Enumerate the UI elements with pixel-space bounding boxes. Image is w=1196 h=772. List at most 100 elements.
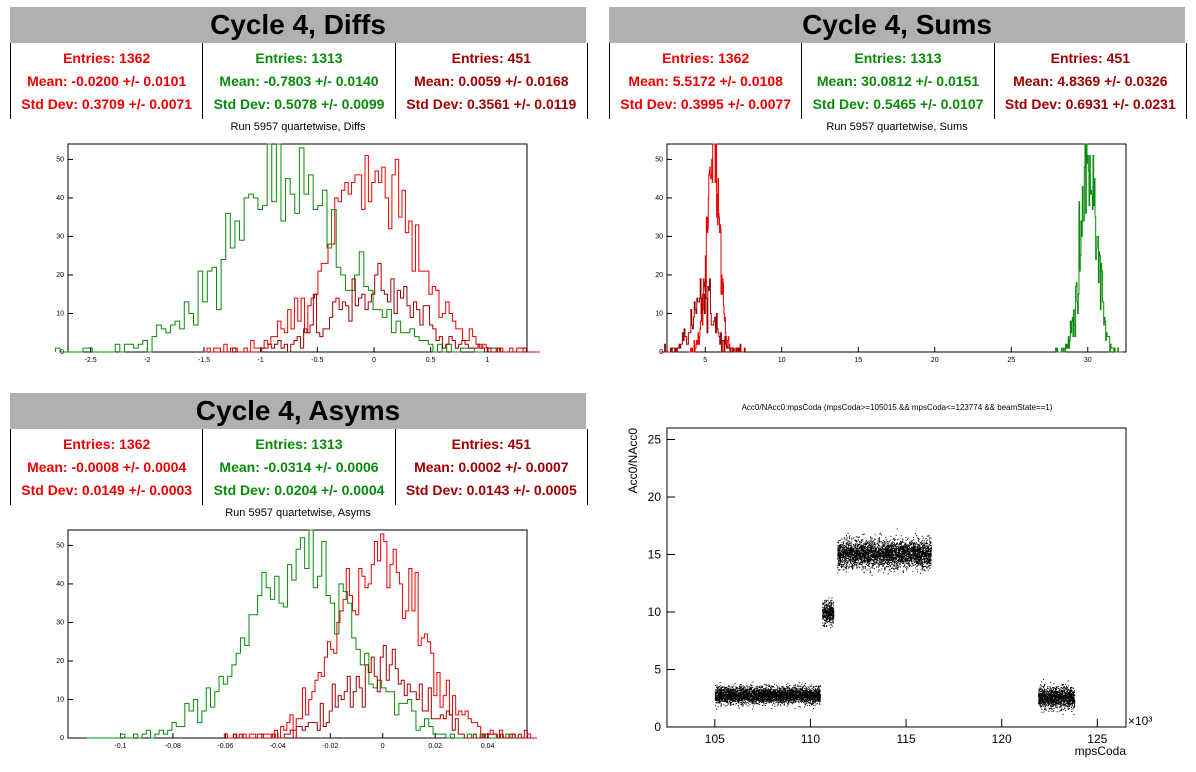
diffs-series-1 [54,143,516,353]
asyms-title: Cycle 4, Asyms [10,393,586,429]
y-tick-label: 30 [56,619,64,626]
sums-stats-red: Entries: 1362 Mean: 5.5172 +/- 0.0108 St… [610,43,801,119]
asyms-stats-dark: Entries: 451 Mean: 0.0002 +/- 0.0007 Std… [394,429,587,505]
diffs-series-2 [213,262,537,353]
sums-frame [666,143,1127,353]
y-tick-label: 50 [56,542,64,549]
sums-series-2 [660,278,746,353]
x-tick-label: -0.5 [311,357,323,364]
stddev-label: Std Dev: 0.3709 +/- 0.0071 [21,95,193,112]
entries-label: Entries: 451 [1050,50,1130,67]
entries-label: Entries: 451 [451,50,531,67]
x-tick-label: -2 [144,357,150,364]
stddev-label: Std Dev: 0.5078 +/- 0.0099 [213,95,385,112]
mean-label: Mean: 4.8369 +/- 0.0326 [1013,72,1168,89]
diffs-series-0 [203,155,540,353]
x-tick-label: -0.06 [217,743,233,750]
x-tick-label: -0.1 [114,743,126,750]
diffs-stats-box: Entries: 1362 Mean: -0.0200 +/- 0.0101 S… [10,43,588,119]
asyms-stats-green: Entries: 1313 Mean: -0.0314 +/- 0.0006 S… [202,429,394,505]
sums-series-1 [1055,143,1123,353]
y-tick-label: 40 [56,581,64,588]
y-tick-label: 0 [654,720,661,734]
x-tick-label: 0.5 [426,357,436,364]
y-tick-label: 50 [56,156,64,163]
scatter-title: Acc0/NAcc0:mpsCoda (mpsCoda>=105015 && m… [741,403,1053,412]
diffs-stats-dark: Entries: 451 Mean: 0.0059 +/- 0.0168 Std… [394,43,587,119]
mean-label: Mean: 30.0812 +/- 0.0151 [816,72,980,89]
y-tick-label: 0 [60,735,64,742]
entries-label: Entries: 1362 [662,50,750,67]
x-tick-label: 25 [1007,357,1015,364]
sums-stats-green: Entries: 1313 Mean: 30.0812 +/- 0.0151 S… [801,43,993,119]
mean-label: Mean: 5.5172 +/- 0.0108 [628,72,783,89]
asyms-series-1 [86,529,515,739]
asyms-stats-box: Entries: 1362 Mean: -0.0008 +/- 0.0004 S… [10,429,588,505]
y-tick-label: 10 [56,696,64,703]
x-tick-label: 30 [1084,357,1092,364]
entries-label: Entries: 1313 [854,50,942,67]
entries-label: Entries: 451 [451,436,531,453]
mean-label: Mean: -0.0314 +/- 0.0006 [219,458,379,475]
y-tick-label: 40 [56,195,64,202]
scatter-cluster-2 [837,528,932,576]
y-tick-label: 20 [56,272,64,279]
x-axis-exponent: ×10³ [1128,714,1152,728]
x-tick-label: 115 [896,732,915,746]
x-axis-label: mpsCoda [1075,744,1127,758]
mean-label: Mean: 0.0002 +/- 0.0007 [414,458,569,475]
x-tick-label: 0.04 [481,743,495,750]
diffs-title: Cycle 4, Diffs [10,7,586,43]
stddev-label: Std Dev: 0.0204 +/- 0.0004 [213,481,385,498]
stddev-label: Std Dev: 0.5465 +/- 0.0107 [812,95,984,112]
mean-label: Mean: -0.0200 +/- 0.0101 [27,72,187,89]
sums-subtitle: Run 5957 quartetwise, Sums [826,121,968,133]
diffs-subtitle: Run 5957 quartetwise, Diffs [230,121,366,133]
scatter-cluster-3 [1038,678,1076,715]
diffs-stats-green: Entries: 1313 Mean: -0.7803 +/- 0.0140 S… [202,43,394,119]
y-tick-label: 40 [655,195,663,202]
entries-label: Entries: 1313 [255,50,343,67]
x-tick-label: -1 [258,357,264,364]
x-tick-label: -2.5 [85,357,97,364]
x-tick-label: -0.08 [165,743,181,750]
stddev-label: Std Dev: 0.0149 +/- 0.0003 [21,481,193,498]
y-tick-label: 50 [655,156,663,163]
x-tick-label: 120 [992,732,1012,746]
x-tick-label: 0.02 [428,743,442,750]
x-tick-label: 1 [485,357,489,364]
scatter-cluster-0 [714,681,821,710]
mean-label: Mean: -0.0008 +/- 0.0004 [27,458,187,475]
x-tick-label: 0 [372,357,376,364]
y-tick-label: 30 [655,233,663,240]
stddev-label: Std Dev: 0.3561 +/- 0.0119 [406,95,577,112]
x-tick-label: 0 [381,743,385,750]
y-tick-label: 10 [655,310,663,317]
stddev-label: Std Dev: 0.0143 +/- 0.0005 [405,481,577,498]
x-tick-label: 20 [931,357,939,364]
sums-stats-dark: Entries: 451 Mean: 4.8369 +/- 0.0326 Std… [993,43,1186,119]
x-tick-label: -0.02 [322,743,338,750]
mean-label: Mean: 0.0059 +/- 0.0168 [414,72,569,89]
stddev-label: Std Dev: 0.3995 +/- 0.0077 [620,95,792,112]
asyms-series-2 [232,645,534,739]
diffs-stats-red: Entries: 1362 Mean: -0.0200 +/- 0.0101 S… [11,43,202,119]
sums-series-0 [688,143,739,353]
asyms-stats-red: Entries: 1362 Mean: -0.0008 +/- 0.0004 S… [11,429,202,505]
y-tick-label: 10 [648,605,662,619]
x-tick-label: 15 [854,357,862,364]
sums-stats-box: Entries: 1362 Mean: 5.5172 +/- 0.0108 St… [609,43,1187,119]
entries-label: Entries: 1313 [255,436,343,453]
y-tick-label: 20 [648,490,662,504]
asyms-series-0 [223,533,537,739]
entries-label: Entries: 1362 [63,50,151,67]
x-tick-label: -0.04 [270,743,286,750]
sums-title: Cycle 4, Sums [609,7,1185,43]
y-tick-label: 25 [648,433,662,447]
x-tick-label: 105 [705,732,725,746]
y-tick-label: 30 [56,233,64,240]
x-tick-label: 10 [778,357,786,364]
asyms-subtitle: Run 5957 quartetwise, Asyms [225,507,371,519]
diffs-frame [67,143,528,353]
y-tick-label: 10 [56,310,64,317]
